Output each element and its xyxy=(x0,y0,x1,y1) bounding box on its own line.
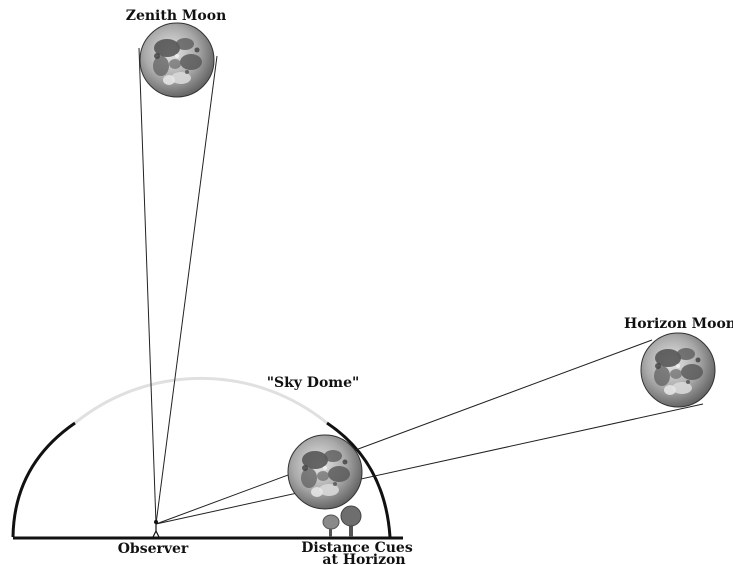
sky-dome-label: "Sky Dome" xyxy=(267,375,360,391)
observer-label: Observer xyxy=(118,541,189,557)
horizon-sight-line-lower xyxy=(155,403,704,525)
horizon-sight-line-upper xyxy=(155,339,653,525)
observer-figure xyxy=(152,520,160,538)
sky-dome-left-arc xyxy=(11,421,76,538)
zenith-sight-line-right xyxy=(155,55,218,525)
projected-moon-on-dome xyxy=(287,434,363,510)
zenith-sight-line-left xyxy=(138,47,157,525)
distance-cues-label-line2: at Horizon xyxy=(322,552,405,565)
sky-dome-faint-arc xyxy=(74,376,328,425)
sky-dome-right-arc xyxy=(326,421,392,538)
horizon-moon xyxy=(640,332,716,408)
distance-cue-trees xyxy=(322,505,362,537)
horizon-moon-label: Horizon Moon xyxy=(624,316,733,332)
zenith-moon xyxy=(139,22,215,98)
zenith-moon-label: Zenith Moon xyxy=(126,8,227,24)
distance-cues-label-line1: Distance Cues xyxy=(301,540,413,556)
